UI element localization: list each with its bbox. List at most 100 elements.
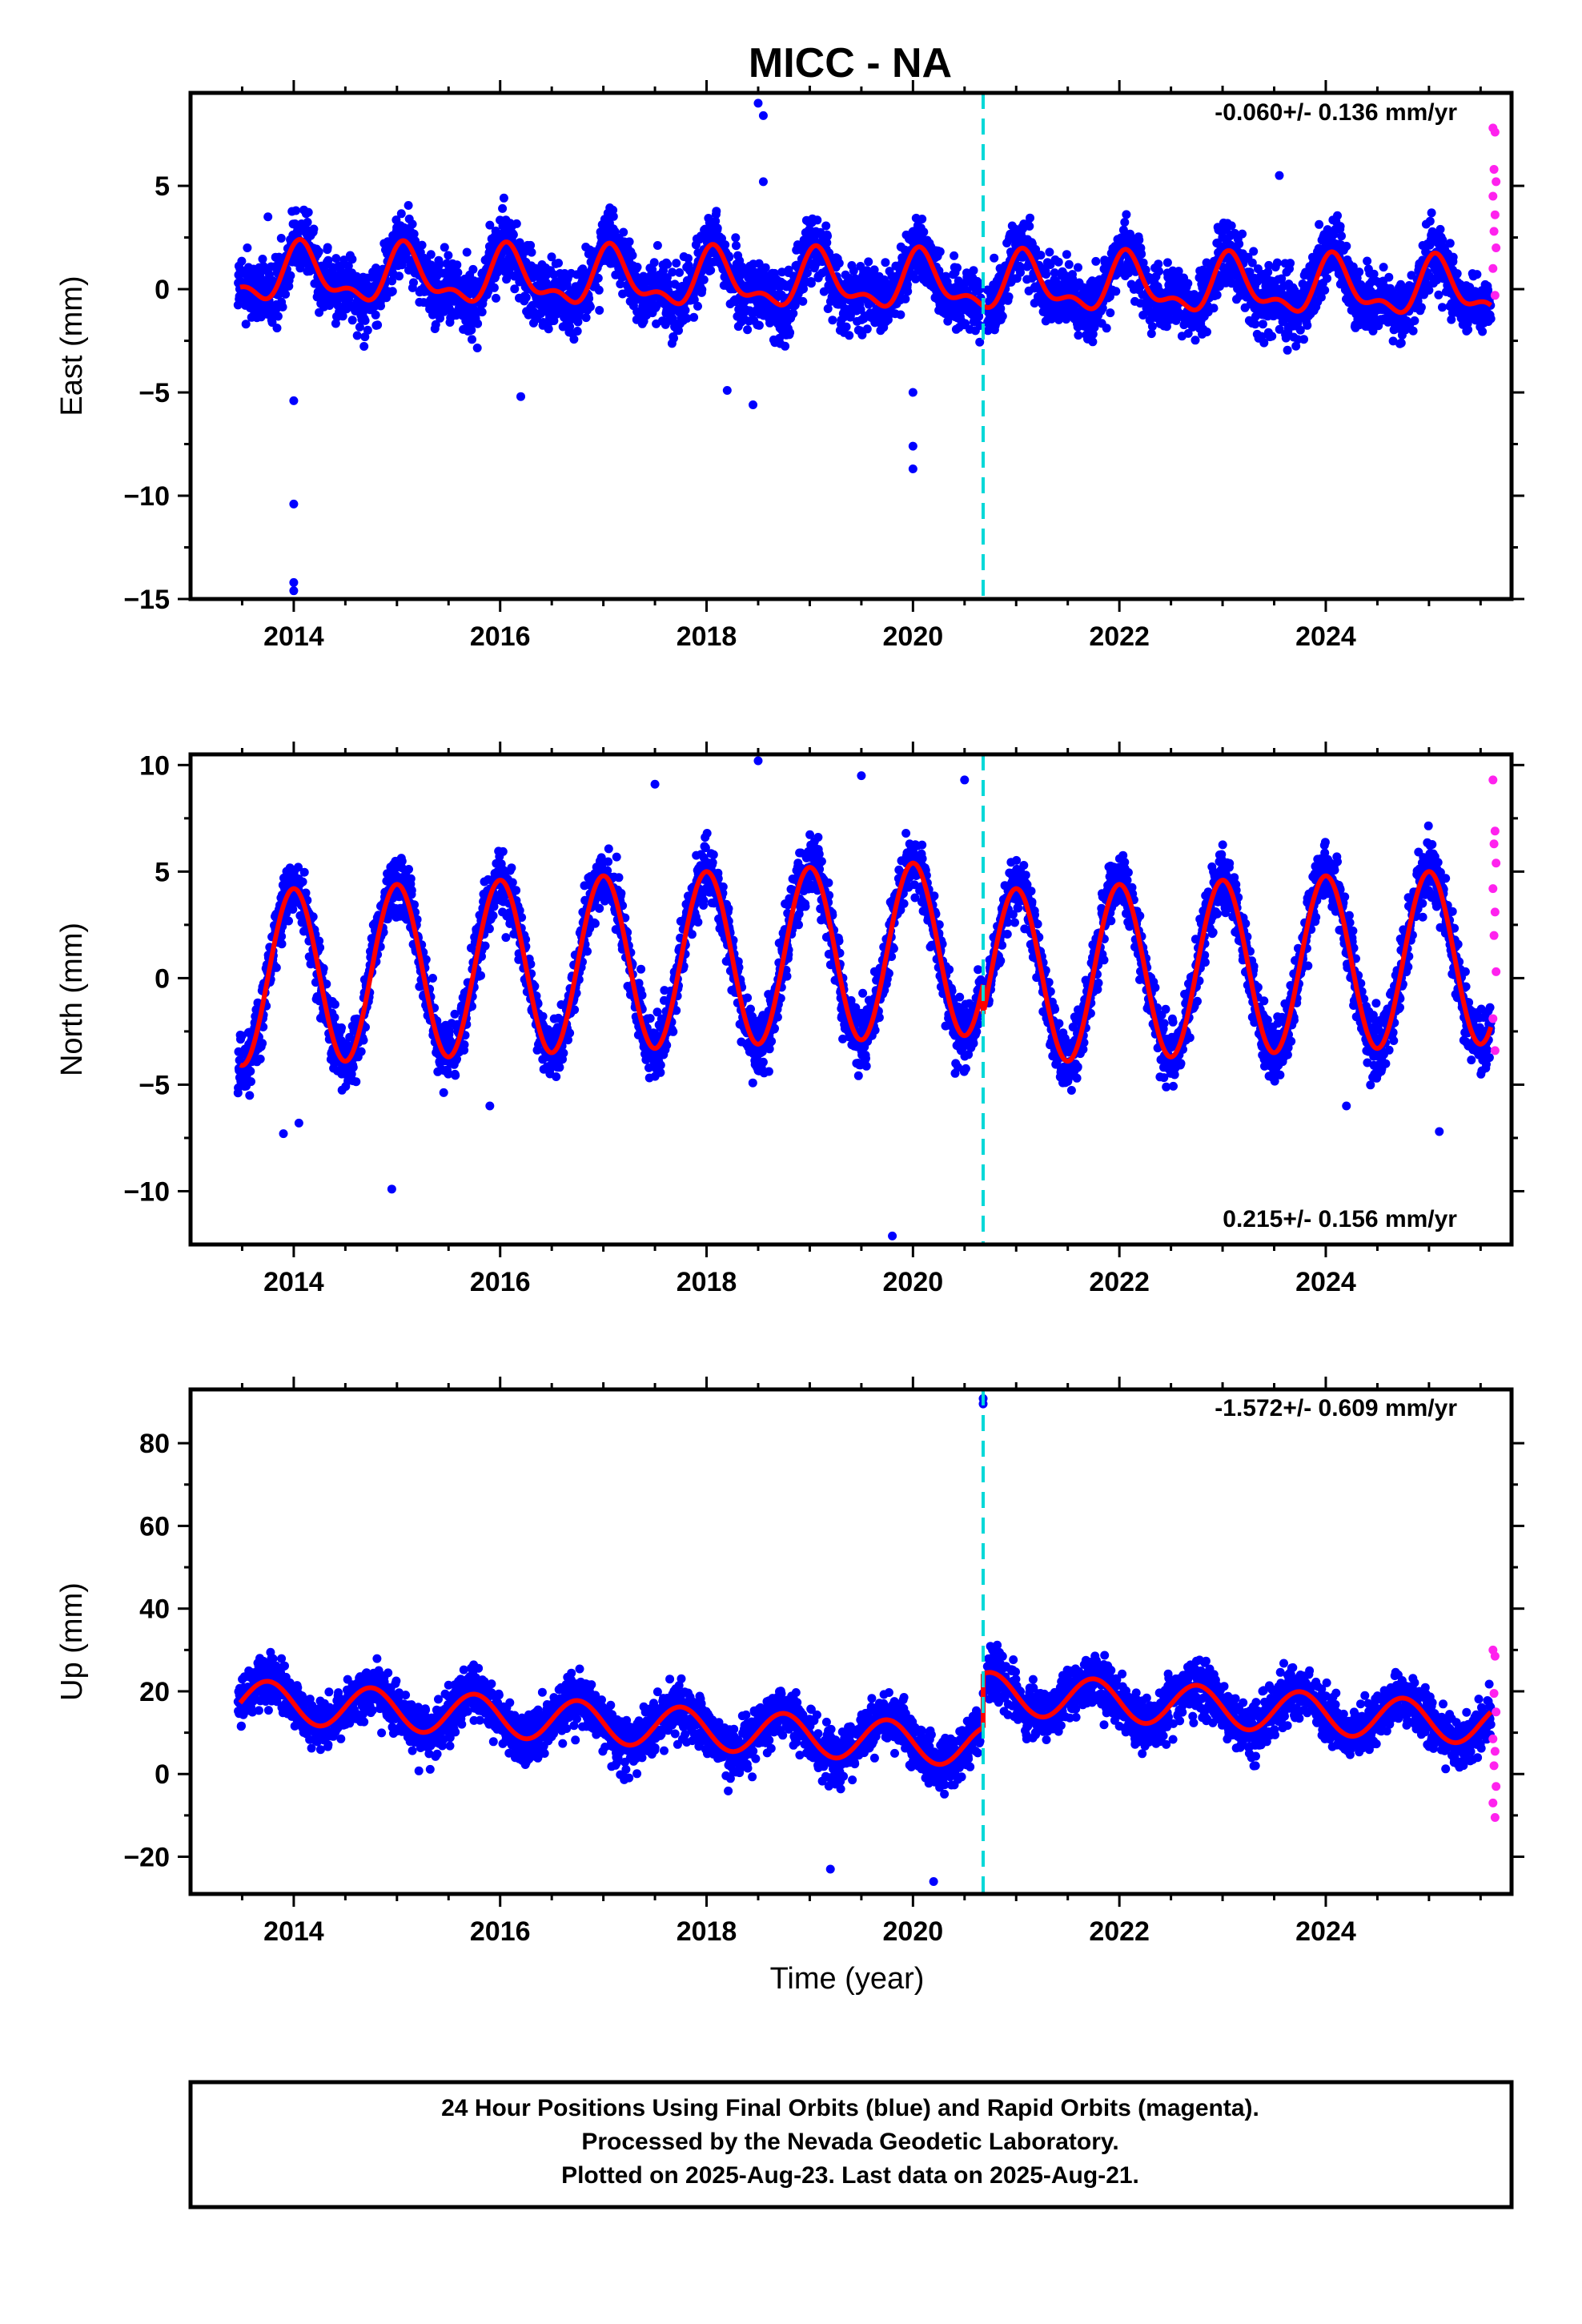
rapid-orbit-point bbox=[1489, 164, 1499, 174]
final-orbit-point bbox=[237, 1031, 247, 1040]
final-orbit-point bbox=[473, 319, 483, 328]
final-orbit-point bbox=[498, 203, 508, 213]
final-orbit-point bbox=[1299, 335, 1308, 344]
final-orbit-point bbox=[409, 229, 419, 239]
final-orbit-point bbox=[565, 322, 575, 332]
final-orbit-point bbox=[1425, 271, 1435, 281]
final-orbit-point bbox=[781, 341, 790, 351]
final-orbit-point bbox=[935, 247, 945, 256]
final-orbit-point bbox=[689, 295, 699, 304]
final-orbit-point bbox=[668, 267, 677, 277]
final-orbit-point bbox=[585, 302, 595, 312]
rapid-orbit-point bbox=[1488, 263, 1498, 273]
final-orbit-point bbox=[584, 294, 594, 304]
final-orbit-point bbox=[1026, 213, 1034, 223]
final-orbit-point bbox=[371, 310, 380, 320]
final-orbit-point bbox=[303, 207, 313, 217]
final-orbit-point bbox=[356, 1047, 366, 1056]
final-orbit-point bbox=[652, 241, 662, 250]
final-orbit-point bbox=[444, 251, 453, 260]
final-orbit-point bbox=[806, 279, 816, 288]
final-orbit-point bbox=[510, 284, 520, 294]
final-orbit-point bbox=[682, 314, 692, 323]
final-orbit-point bbox=[1263, 267, 1273, 277]
final-orbit-point bbox=[276, 234, 286, 243]
final-orbit-point bbox=[395, 271, 404, 281]
final-orbit-point bbox=[360, 332, 370, 342]
rapid-orbit-point bbox=[1490, 127, 1500, 137]
x-tick-label: 2020 bbox=[883, 621, 944, 652]
final-orbit-point bbox=[813, 215, 822, 225]
final-orbit-point bbox=[1484, 285, 1493, 295]
final-orbit-point bbox=[1396, 338, 1406, 348]
velocity-rate-label: -0.060+/- 0.136 mm/yr bbox=[1215, 99, 1457, 126]
final-orbit-point bbox=[689, 312, 699, 322]
final-orbit-point bbox=[1435, 224, 1445, 234]
final-orbit-point bbox=[1025, 222, 1034, 231]
final-orbit-point bbox=[1363, 256, 1372, 266]
final-orbit-point bbox=[255, 1054, 265, 1063]
final-orbit-point bbox=[706, 266, 716, 275]
final-orbit-point bbox=[1277, 274, 1287, 283]
final-orbit-point bbox=[331, 319, 340, 328]
final-orbit-point bbox=[862, 324, 872, 334]
final-orbit-point bbox=[1154, 259, 1163, 269]
final-orbit-point bbox=[1249, 247, 1259, 256]
final-orbit-point bbox=[1445, 239, 1455, 248]
final-orbit-point bbox=[1091, 256, 1101, 266]
final-orbit-point bbox=[396, 209, 406, 219]
final-orbit-point bbox=[1036, 251, 1046, 260]
final-orbit-point bbox=[331, 254, 341, 263]
final-orbit-point bbox=[1408, 326, 1418, 336]
final-orbit-point bbox=[569, 335, 579, 344]
final-orbit-point bbox=[1050, 268, 1059, 278]
panel-frame bbox=[188, 90, 1514, 601]
final-orbit-point bbox=[345, 1032, 355, 1042]
chart-title: MICC - NA bbox=[749, 40, 952, 86]
final-orbit-point bbox=[347, 255, 357, 264]
final-orbit-point bbox=[1427, 208, 1436, 218]
plot-area bbox=[233, 756, 1501, 1240]
final-orbit-point bbox=[308, 912, 318, 922]
final-orbit-point bbox=[902, 279, 912, 289]
rapid-orbit-point bbox=[1492, 243, 1501, 252]
final-orbit-point bbox=[363, 325, 372, 335]
final-orbit-point bbox=[969, 266, 978, 275]
final-orbit-point bbox=[1046, 314, 1056, 324]
final-orbit-point bbox=[581, 313, 591, 323]
final-orbit-point bbox=[789, 308, 798, 318]
final-orbit-point bbox=[277, 931, 287, 941]
final-orbit-point bbox=[314, 247, 323, 256]
final-orbit-point bbox=[672, 259, 681, 268]
final-orbit-point bbox=[823, 231, 832, 241]
final-orbit-point bbox=[1275, 324, 1284, 334]
final-orbit-point bbox=[1227, 279, 1236, 288]
final-orbit-point bbox=[1425, 216, 1435, 226]
final-orbit-point bbox=[732, 241, 741, 251]
rapid-orbit-point bbox=[1489, 227, 1499, 236]
model-fit-line bbox=[239, 236, 985, 309]
model-fit-line bbox=[983, 245, 1493, 316]
final-orbit-point bbox=[823, 304, 833, 313]
final-orbit-point bbox=[453, 267, 463, 277]
final-orbit-point bbox=[258, 1039, 267, 1048]
final-orbit-point bbox=[896, 310, 905, 320]
final-orbit-point bbox=[1335, 222, 1345, 231]
final-orbit-point bbox=[436, 313, 445, 323]
final-orbit-point bbox=[628, 251, 637, 260]
final-orbit-point bbox=[1120, 218, 1130, 227]
final-orbit-point bbox=[1209, 304, 1219, 313]
final-orbit-point bbox=[1031, 245, 1041, 254]
final-orbit-point bbox=[281, 289, 291, 299]
y-tick-label: 0 bbox=[155, 275, 170, 305]
final-orbit-point bbox=[917, 215, 927, 223]
final-orbit-point bbox=[247, 1077, 255, 1087]
final-orbit-point bbox=[544, 324, 553, 334]
final-orbit-point bbox=[1283, 345, 1292, 355]
final-orbit-point bbox=[489, 283, 499, 292]
rapid-orbit-point bbox=[1492, 177, 1501, 187]
final-orbit-point bbox=[1212, 290, 1222, 300]
final-orbit-point bbox=[309, 224, 319, 234]
final-orbit-point bbox=[754, 259, 764, 268]
final-orbit-point bbox=[1042, 270, 1051, 279]
